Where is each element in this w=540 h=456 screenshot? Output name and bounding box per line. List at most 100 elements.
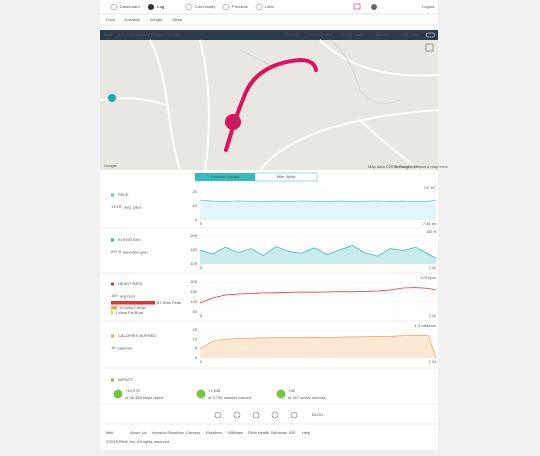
impact-value: +15,975	[125, 388, 140, 393]
nav-icon	[110, 3, 118, 11]
map-terms[interactable]: Terms of Use	[394, 164, 418, 169]
nav-item[interactable]: Dashboard	[120, 4, 140, 9]
y-tick-label: 100	[190, 299, 197, 304]
section-icon	[111, 378, 114, 382]
impact-icon	[196, 389, 206, 399]
nav-item[interactable]: Labs	[265, 4, 274, 9]
y-tick-label: 100	[190, 261, 197, 266]
section-title: HEART RATE	[118, 281, 143, 286]
activity-stat: 7.44 mi	[285, 32, 298, 37]
social-icon[interactable]	[214, 411, 222, 419]
marker-value: 7.44	[229, 117, 238, 122]
blog-link[interactable]: BLOG	[312, 412, 323, 417]
impact-title: IMPACT	[118, 377, 133, 382]
fullscreen-button[interactable]	[425, 43, 434, 52]
y-tick-label: 150	[190, 289, 197, 294]
locate-button[interactable]	[108, 94, 116, 102]
area	[200, 200, 436, 220]
section-value: 169	[111, 293, 118, 298]
avatar[interactable]	[371, 4, 377, 10]
zone-bar	[111, 311, 113, 315]
tab[interactable]	[254, 172, 318, 182]
annotation: 14' 10"	[424, 185, 437, 190]
copyright: ©2015 Fitbit, Inc. All rights reserved.	[106, 439, 170, 444]
map-marker	[225, 114, 241, 130]
toggle[interactable]	[425, 32, 436, 38]
footer-link[interactable]: Fitbit Health Solutions	[248, 430, 287, 435]
y-tick-label: 150	[190, 247, 197, 252]
nav-item[interactable]: Premium	[232, 4, 249, 9]
section-value: 13'28"	[111, 204, 123, 209]
logout[interactable]: Logout	[422, 4, 435, 9]
footer-logo: fitbit	[106, 430, 114, 435]
section-icon	[111, 282, 114, 286]
zone-label: 1 Mins Fat Burn	[115, 310, 143, 315]
social-icon[interactable]	[271, 411, 279, 419]
subnav-item[interactable]: Sleep	[172, 17, 183, 22]
y-tick-label: 200	[190, 279, 197, 284]
map	[99, 39, 439, 171]
activity-type: RUN	[104, 32, 113, 37]
footer-link[interactable]: Affiliates	[228, 430, 243, 435]
section-unit: avg. pace	[124, 205, 142, 210]
impact-label: of 3,700 calories burned	[208, 395, 251, 400]
activity-stat: 169 bpm	[375, 32, 391, 37]
line	[199, 199, 437, 202]
zone-bar	[111, 306, 117, 310]
area	[200, 245, 436, 264]
map-bg	[100, 40, 438, 170]
line	[199, 245, 437, 259]
y-tick-label: 10	[193, 203, 198, 208]
section-unit: elevation gain	[123, 250, 148, 255]
annotation: 166 ft	[426, 229, 437, 234]
activity-stat: 13'28" pace	[342, 32, 364, 37]
annotation: 179 bpm	[420, 275, 436, 280]
map-report[interactable]: Report a map error	[414, 164, 448, 169]
section-icon	[111, 238, 114, 242]
tab-label[interactable]: Exercise Details	[211, 174, 240, 179]
nav-icon	[255, 3, 263, 11]
section-title: CALORIES BURNED	[118, 333, 156, 338]
nav-item[interactable]: Log	[157, 4, 165, 9]
section-title: PACE	[118, 192, 129, 197]
impact-value: +98	[288, 388, 296, 393]
footer-link[interactable]: Retailers	[206, 430, 222, 435]
x-tick-label: 0	[200, 313, 203, 318]
social-icon[interactable]	[233, 411, 241, 419]
section-icon	[111, 334, 114, 338]
section-title: ELEVATION	[118, 237, 140, 242]
activity-stat: 1638 cals	[400, 32, 417, 37]
footer-link[interactable]: Careers	[186, 430, 200, 435]
nav-item[interactable]: Community	[195, 4, 215, 9]
x-tick-label: 0	[200, 359, 203, 364]
subnav-item[interactable]: Food	[106, 17, 115, 22]
footer-link[interactable]: Help	[302, 430, 311, 435]
footer-link[interactable]: Investor Relations	[152, 430, 184, 435]
subnav-item[interactable]: Weight	[150, 17, 163, 22]
activity-stat: 01:40:07 time	[309, 32, 334, 37]
cart-icon[interactable]	[353, 3, 361, 10]
y-tick-label: 0	[195, 217, 198, 222]
map-logo: Google	[104, 163, 118, 168]
x-tick-label: 7.44 mi	[423, 221, 436, 226]
section-value: 16	[111, 345, 116, 350]
impact-label: of 26,358 steps taken	[125, 395, 163, 400]
social-icon[interactable]	[252, 411, 260, 419]
social-icon[interactable]	[290, 411, 298, 419]
y-tick-label: 15	[193, 327, 198, 332]
map-credit: Map data ©2015 Google	[368, 164, 412, 169]
section-unit: avg bpm	[120, 294, 136, 299]
impact-value: +1,638	[208, 388, 221, 393]
road	[99, 39, 439, 171]
footer-link[interactable]: About Us	[130, 430, 146, 435]
tab-active[interactable]	[195, 173, 255, 181]
section-unit: cals/min	[117, 346, 132, 351]
marker-unit: MILES	[227, 122, 239, 127]
subnav-item[interactable]: Activities	[124, 17, 140, 22]
impact-icon	[276, 389, 286, 399]
tab-label[interactable]: Mile Splits	[277, 174, 295, 179]
nav-icon	[147, 3, 155, 11]
footer-link[interactable]: API	[289, 430, 295, 435]
x-tick-label: 7.44	[428, 313, 437, 318]
